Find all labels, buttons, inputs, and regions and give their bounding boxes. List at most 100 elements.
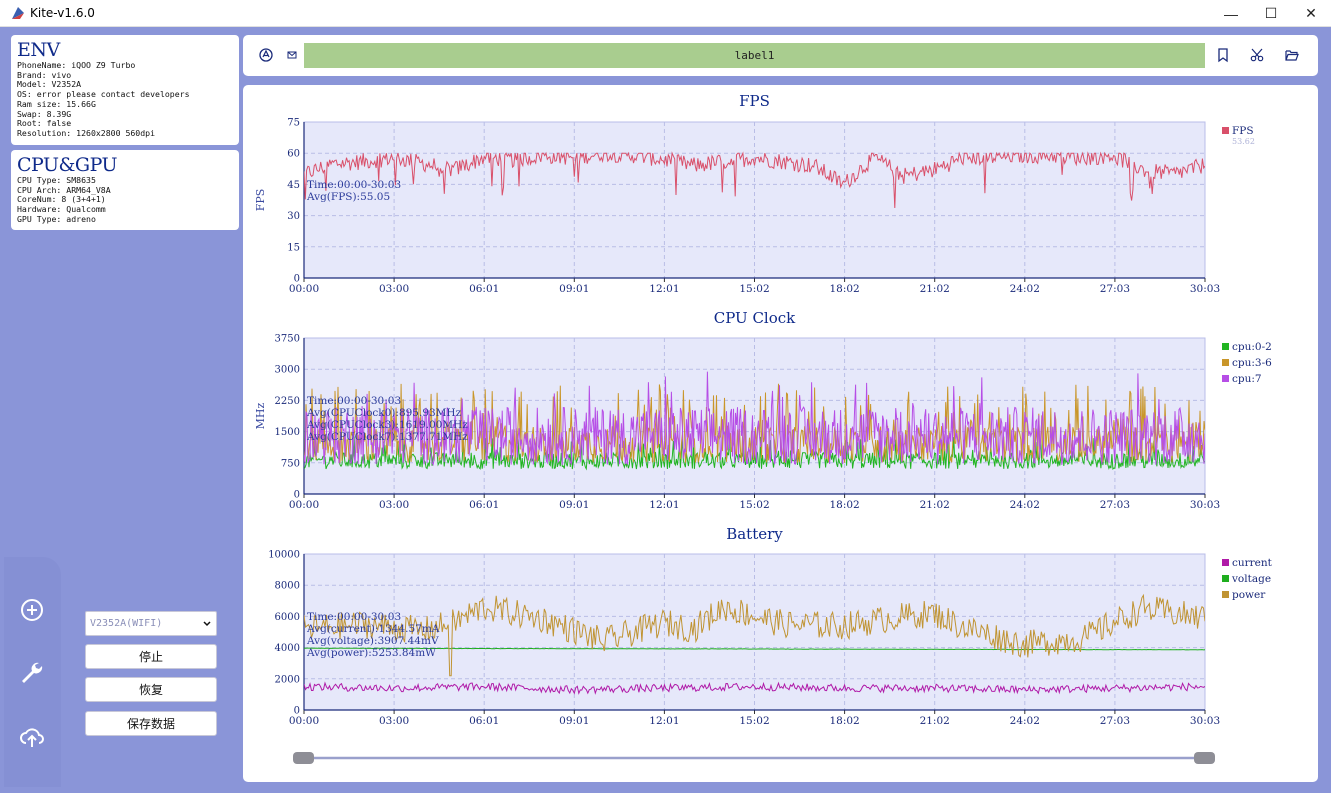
chart-title: CPU Clock [714, 309, 796, 327]
x-tick-label: 21:02 [920, 715, 950, 727]
legend-label: current [1232, 557, 1273, 569]
x-tick-label: 24:02 [1010, 715, 1040, 727]
stop-button[interactable]: 停止 [85, 644, 217, 669]
x-tick-label: 06:01 [469, 499, 499, 511]
device-select[interactable]: V2352A(WIFI) [85, 611, 217, 636]
x-tick-label: 00:00 [289, 499, 319, 511]
chart-cpu-clock: CPU Clock 00:00 03:00 06:01 09:01 12:01 15:02 1… [254, 309, 1272, 511]
minimize-button[interactable]: — [1211, 0, 1251, 27]
x-tick-label: 09:01 [559, 499, 589, 511]
env-resolution: Resolution: 1260x2800 560dpi [17, 127, 156, 138]
y-tick-label: 45 [287, 180, 300, 191]
legend-swatch [1222, 359, 1229, 366]
maximize-button[interactable]: ☐ [1251, 0, 1291, 27]
x-tick-label: 27:03 [1100, 283, 1130, 295]
chart-annotation: Avg(FPS):55.05 [306, 191, 390, 203]
legend-label: voltage [1231, 573, 1271, 585]
legend-value: 53.62 [1232, 137, 1255, 146]
y-tick-label: 0 [294, 274, 300, 285]
series-line-current [304, 681, 1205, 695]
env-model: Model: V2352A [17, 79, 82, 90]
resume-button[interactable]: 恢复 [85, 677, 217, 702]
chevron-down-icon [203, 620, 211, 626]
x-tick-label: 27:03 [1100, 715, 1130, 727]
y-tick-label: 10000 [268, 550, 300, 561]
close-icon: ✕ [1305, 5, 1317, 21]
series-line-FPS [304, 151, 1205, 209]
x-tick-label: 30:03 [1190, 715, 1220, 727]
x-tick-label: 09:01 [559, 715, 589, 727]
folder-open-icon[interactable] [1284, 47, 1300, 63]
y-tick-label: 0 [294, 490, 300, 501]
x-tick-label: 24:02 [1010, 499, 1040, 511]
x-tick-label: 03:00 [379, 499, 409, 511]
chart-panel: FPS 00:00 03:00 06:01 09:01 12:01 15:02 18:02 21… [243, 85, 1318, 782]
app-body: ENV PhoneName: iQOO Z9 Turbo Brand: vivo… [4, 27, 1327, 787]
chart-annotation: Avg(current):1344.57mA [306, 623, 440, 635]
cpugpu-title: CPU&GPU [17, 154, 118, 176]
hardware: Hardware: Qualcomm [17, 204, 106, 215]
legend-label: cpu:3-6 [1232, 357, 1272, 369]
y-tick-label: 8000 [275, 581, 300, 592]
y-tick-label: 2250 [275, 396, 300, 407]
env-root: Root: false [17, 118, 72, 129]
y-tick-label: 2000 [275, 674, 300, 685]
sidebar-rail [4, 557, 61, 787]
scissors-icon[interactable] [1249, 47, 1265, 63]
chart-annotation: Avg(CPUClock3):1619.00MHz [306, 419, 468, 431]
x-tick-label: 21:02 [920, 283, 950, 295]
legend-label: cpu:0-2 [1232, 341, 1272, 353]
window-title: Kite-v1.6.0 [30, 6, 95, 20]
y-tick-label: 15 [287, 242, 300, 253]
y-tick-label: 75 [287, 118, 300, 129]
chart-title: Battery [726, 525, 783, 543]
legend-swatch [1222, 127, 1229, 134]
save-data-button[interactable]: 保存数据 [85, 711, 217, 736]
window-controls: — ☐ ✕ [1211, 0, 1331, 27]
slider-handle-left[interactable] [293, 752, 314, 764]
y-tick-label: 3750 [275, 334, 300, 345]
cpugpu-panel: CPU&GPU CPU Type: SM8635 CPU Arch: ARM64… [11, 150, 239, 230]
cloud-upload-icon[interactable] [19, 724, 45, 750]
series-line-cpu-7 [304, 371, 1205, 467]
close-button[interactable]: ✕ [1291, 0, 1331, 27]
core-num: CoreNum: 8 (3+4+1) [17, 194, 106, 205]
x-tick-label: 12:01 [649, 499, 679, 511]
chart-annotation: Avg(CPUClock0):895.93MHz [306, 407, 462, 419]
x-tick-label: 00:00 [289, 283, 319, 295]
x-tick-label: 03:00 [379, 283, 409, 295]
y-tick-label: 60 [287, 149, 300, 160]
env-phone-name: PhoneName: iQOO Z9 Turbo [17, 60, 136, 70]
wrench-icon[interactable] [19, 660, 45, 686]
legend-label: cpu:7 [1232, 373, 1262, 385]
chart-annotation: Avg(CPUClock7):1377.71MHz [306, 431, 468, 443]
y-tick-label: 0 [294, 706, 300, 717]
chart-annotation: Avg(power):5253.84mW [306, 647, 436, 659]
label-bar[interactable]: label1 [304, 43, 1205, 68]
x-tick-label: 00:00 [289, 715, 319, 727]
toolbar: label1 [243, 35, 1318, 76]
cpu-type: CPU Type: SM8635 [17, 175, 96, 185]
slider-handle-right[interactable] [1194, 752, 1215, 764]
gpu-type: GPU Type: adreno [17, 213, 96, 224]
x-tick-label: 15:02 [739, 499, 769, 511]
android-icon[interactable] [258, 47, 274, 63]
legend-swatch [1222, 375, 1229, 382]
add-circle-icon[interactable] [19, 597, 45, 623]
mail-icon[interactable] [284, 47, 300, 63]
x-tick-label: 15:02 [739, 715, 769, 727]
bookmark-icon[interactable] [1215, 47, 1231, 63]
x-tick-label: 30:03 [1190, 499, 1220, 511]
x-tick-label: 18:02 [829, 283, 859, 295]
y-tick-label: 6000 [275, 612, 300, 623]
kite-app-icon [12, 7, 24, 19]
chart-annotation: Avg(voltage):3907.44mV [306, 635, 439, 647]
chart-title: FPS [739, 92, 770, 110]
time-range-slider [293, 752, 1215, 764]
legend-swatch [1222, 343, 1229, 350]
legend-label: power [1232, 589, 1266, 601]
chart-battery: Battery 00:00 03:00 06:01 09:01 12:01 15:02 18:… [268, 525, 1272, 727]
legend-swatch [1222, 559, 1229, 566]
env-brand: Brand: vivo [17, 69, 72, 80]
legend-swatch [1222, 575, 1229, 582]
